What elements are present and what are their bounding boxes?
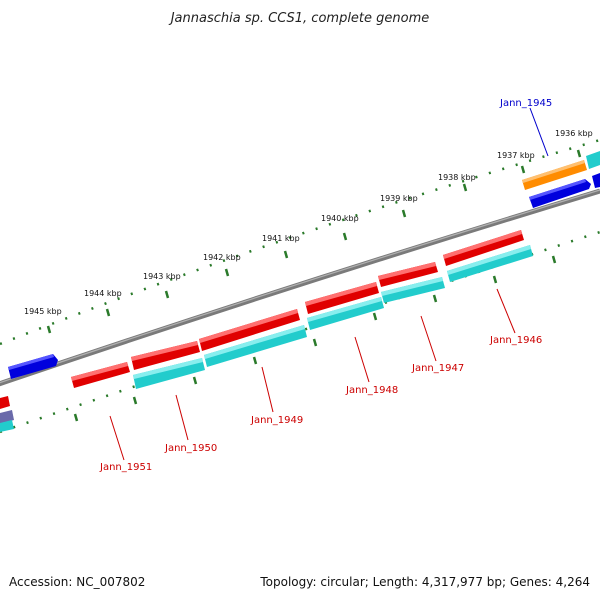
major-tick bbox=[401, 209, 407, 218]
kbp-label: 1936 kbp bbox=[555, 129, 593, 138]
gene-leader-lines bbox=[109, 107, 549, 461]
gene-feature-blue[interactable] bbox=[8, 354, 58, 379]
gene-label-jann-1951[interactable]: Jann_1951 bbox=[99, 462, 152, 473]
genome-backbone-highlight bbox=[0, 189, 600, 384]
gene-feature-blue[interactable] bbox=[592, 173, 600, 188]
gene-highlight bbox=[133, 358, 203, 379]
major-tick bbox=[73, 413, 79, 422]
gene-highlight bbox=[305, 282, 377, 306]
gene-highlight bbox=[204, 325, 305, 359]
gene-highlight bbox=[199, 309, 298, 343]
kbp-label: 1942 kbp bbox=[203, 253, 241, 262]
gene-label-jann-1949[interactable]: Jann_1949 bbox=[250, 415, 303, 426]
major-tick bbox=[372, 312, 378, 321]
gene-highlight bbox=[307, 297, 382, 322]
kbp-labels: 1936 kbp 1937 kbp 1938 kbp 1939 kbp 1940… bbox=[24, 129, 593, 316]
upper-strand-genes bbox=[0, 151, 600, 409]
gene-feature-cyan[interactable] bbox=[586, 151, 600, 169]
leader-line bbox=[261, 366, 274, 413]
map-title: Jannaschia sp. CCS1, complete genome bbox=[168, 11, 430, 26]
gene-feature-blue[interactable] bbox=[529, 179, 591, 208]
leader-line bbox=[529, 107, 549, 157]
gene-label-jann-1945[interactable]: Jann_1945 bbox=[499, 98, 552, 109]
major-tick bbox=[432, 294, 438, 303]
genome-stats-text: Topology: circular; Length: 4,317,977 bp… bbox=[259, 575, 590, 589]
major-tick bbox=[46, 325, 52, 334]
gene-highlight bbox=[8, 354, 54, 370]
gene-highlight bbox=[443, 230, 522, 259]
kbp-label: 1945 kbp bbox=[24, 307, 62, 316]
kbp-label: 1937 kbp bbox=[497, 151, 535, 160]
gene-label-jann-1950[interactable]: Jann_1950 bbox=[164, 443, 217, 454]
major-tick bbox=[164, 290, 170, 299]
major-tick bbox=[312, 338, 318, 347]
gene-label-jann-1948[interactable]: Jann_1948 bbox=[345, 385, 398, 396]
major-tick bbox=[492, 275, 498, 284]
kbp-label: 1941 kbp bbox=[262, 234, 300, 243]
gene-highlight bbox=[71, 362, 128, 381]
gene-highlight bbox=[522, 160, 585, 183]
leader-line bbox=[496, 288, 516, 334]
kbp-label: 1939 kbp bbox=[380, 194, 418, 203]
kbp-label: 1940 kbp bbox=[321, 214, 359, 223]
lower-strand-genes bbox=[0, 245, 533, 432]
major-tick bbox=[342, 232, 348, 241]
kbp-label: 1938 kbp bbox=[438, 173, 476, 182]
major-tick bbox=[520, 165, 526, 174]
gene-highlight bbox=[378, 262, 436, 280]
gene-feature-red[interactable] bbox=[0, 396, 10, 409]
major-tick bbox=[462, 183, 468, 192]
kbp-label: 1943 kbp bbox=[143, 272, 181, 281]
gene-highlight bbox=[447, 245, 531, 275]
kbp-label: 1944 kbp bbox=[84, 289, 122, 298]
leader-line bbox=[109, 415, 125, 461]
leader-line bbox=[354, 336, 370, 383]
genome-backbone bbox=[0, 188, 600, 387]
gene-highlight bbox=[131, 341, 198, 361]
inner-major-ticks bbox=[73, 255, 557, 422]
major-tick bbox=[551, 255, 557, 264]
gene-highlight bbox=[381, 277, 443, 296]
major-tick bbox=[132, 396, 138, 405]
major-tick bbox=[252, 356, 258, 365]
major-tick bbox=[576, 149, 582, 158]
major-tick bbox=[192, 376, 198, 385]
major-tick bbox=[283, 250, 289, 259]
leader-line bbox=[175, 394, 189, 441]
gene-label-jann-1946[interactable]: Jann_1946 bbox=[489, 335, 542, 346]
leader-line bbox=[420, 315, 437, 362]
major-tick bbox=[224, 268, 230, 277]
major-tick bbox=[105, 308, 111, 317]
gene-highlight bbox=[529, 179, 586, 200]
outer-major-ticks bbox=[46, 149, 582, 334]
accession-text: Accession: NC_007802 bbox=[9, 575, 145, 589]
gene-feature-cyan[interactable] bbox=[0, 420, 14, 432]
gene-labels: Jann_1945 Jann_1946 Jann_1947 Jann_1948 … bbox=[99, 98, 552, 473]
gene-label-jann-1947[interactable]: Jann_1947 bbox=[411, 363, 464, 374]
